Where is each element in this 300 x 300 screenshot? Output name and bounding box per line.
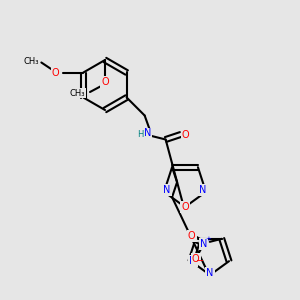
Text: −: − [196,256,204,266]
Text: N: N [164,185,171,195]
Text: N: N [200,239,207,249]
Text: +: + [205,236,211,242]
Text: N: N [199,185,207,195]
Text: CH₃: CH₃ [24,57,39,66]
Text: O: O [101,77,109,87]
Text: N: N [189,256,197,266]
Text: O: O [182,130,190,140]
Text: N: N [206,268,214,278]
Text: CH₃: CH₃ [70,88,85,98]
Text: O: O [192,254,200,264]
Text: O: O [188,231,196,241]
Text: N: N [144,128,151,139]
Text: O: O [52,68,59,77]
Text: O: O [181,202,189,212]
Text: H: H [137,130,144,139]
